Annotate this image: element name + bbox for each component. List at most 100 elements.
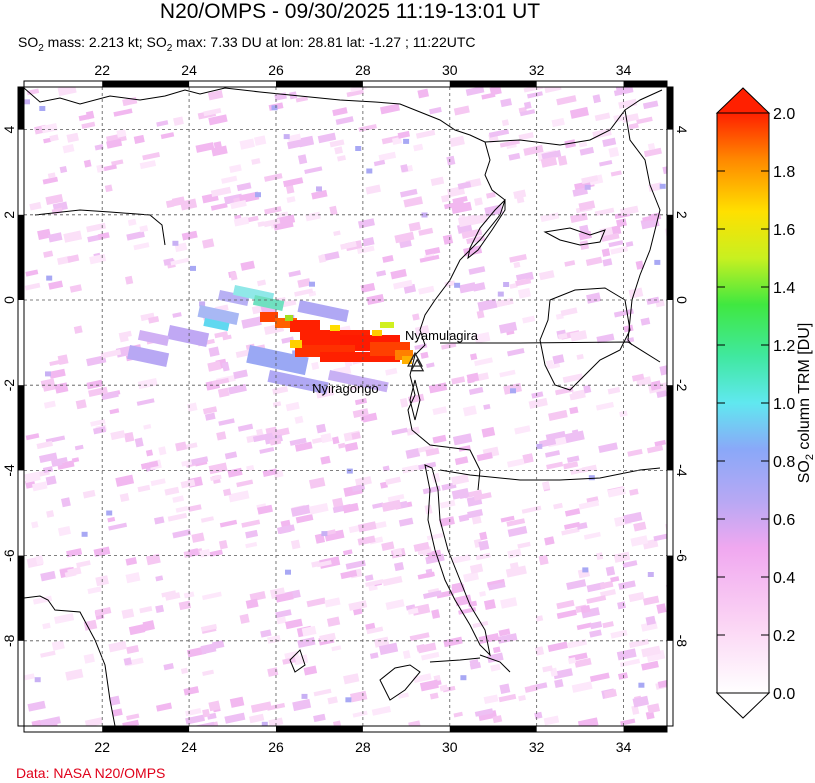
so2-pixel xyxy=(613,308,634,318)
colorbar-tick-label: 1.2 xyxy=(773,338,795,355)
so2-pixel xyxy=(251,158,261,165)
so2-pixel xyxy=(633,521,647,532)
so2-pixel xyxy=(313,713,326,723)
so2-pixel xyxy=(506,347,525,357)
so2-pixel xyxy=(295,514,314,524)
so2-pixel xyxy=(49,368,66,379)
frame-bar xyxy=(18,214,24,300)
so2-pixel xyxy=(208,700,221,712)
so2-pixel xyxy=(524,684,538,693)
so2-pixel xyxy=(210,202,228,211)
so2-pixel xyxy=(394,231,415,244)
so2-pixel xyxy=(631,373,645,382)
so2-pixel xyxy=(458,488,469,500)
so2-pixel xyxy=(257,504,273,515)
so2-pixel xyxy=(469,563,484,574)
so2-pixel xyxy=(414,343,428,350)
so2-pixel xyxy=(481,426,496,438)
so2-pixel xyxy=(126,230,145,241)
so2-pixel xyxy=(261,721,268,726)
so2-pixel xyxy=(536,443,543,449)
frame-bar xyxy=(667,385,673,471)
so2-pixel xyxy=(156,702,173,712)
so2-pixel xyxy=(24,673,35,681)
so2-pixel xyxy=(517,541,531,549)
so2-pixel xyxy=(538,554,549,566)
so2-pixel xyxy=(439,516,455,527)
so2-pixel xyxy=(643,147,662,158)
so2-pixel xyxy=(483,599,496,611)
so2-pixel xyxy=(167,512,188,522)
so2-pixel xyxy=(69,284,82,293)
so2-pixel xyxy=(211,377,230,386)
so2-pixel xyxy=(321,531,328,537)
so2-pixel xyxy=(586,292,602,304)
so2-pixel xyxy=(483,694,499,705)
so2-pixel xyxy=(94,143,104,151)
so2-pixel xyxy=(481,92,496,100)
colorbar-max-arrow xyxy=(715,87,771,114)
so2-pixel xyxy=(343,673,360,685)
so2-pixel xyxy=(106,510,113,516)
so2-pixel xyxy=(586,595,607,604)
so2-pixel xyxy=(150,478,166,487)
so2-pixel xyxy=(563,461,579,470)
so2-pixel xyxy=(376,270,387,277)
so2-pixel xyxy=(647,142,656,151)
so2-pixel xyxy=(623,324,634,333)
so2-pixel xyxy=(538,438,557,448)
so2-pixel xyxy=(385,599,405,611)
so2-pixel xyxy=(355,146,362,151)
so2-pixel xyxy=(628,591,645,603)
lon-tick-label-top: 24 xyxy=(181,62,197,78)
so2-pixel xyxy=(507,458,525,468)
so2-pixel xyxy=(578,500,600,510)
so2-pixel xyxy=(425,447,440,457)
so2-pixel xyxy=(320,455,331,465)
colorbar-tick-label: 0.2 xyxy=(773,628,795,645)
so2-pixel xyxy=(409,632,430,642)
so2-pixel xyxy=(87,586,102,595)
so2-pixel xyxy=(407,607,419,615)
so2-pixel xyxy=(630,535,649,547)
so2-pixel xyxy=(180,479,196,489)
frame-bar xyxy=(18,87,24,130)
lon-tick-label-bottom: 32 xyxy=(529,739,545,755)
colorbar-tick-label: 0.8 xyxy=(773,454,795,471)
so2-pixel xyxy=(32,595,53,605)
so2-pixel xyxy=(344,442,359,452)
so2-pixel xyxy=(408,221,421,232)
so2-pixel xyxy=(75,399,87,410)
so2-pixel xyxy=(145,449,154,457)
colorbar-tick-label: 0.0 xyxy=(773,686,795,703)
colorbar-tick-label: 1.8 xyxy=(773,164,795,181)
so2-pixel xyxy=(136,398,155,406)
so2-pixel xyxy=(514,425,531,435)
so2-pixel xyxy=(255,192,261,198)
so2-pixel xyxy=(268,717,284,726)
so2-pixel xyxy=(241,519,261,528)
so2-pixel xyxy=(488,581,506,591)
so2-pixel xyxy=(499,369,516,378)
so2-pixel xyxy=(642,100,659,110)
so2-pixel xyxy=(618,98,638,109)
so2-pixel xyxy=(27,700,46,712)
so2-pixel xyxy=(81,121,96,129)
so2-pixel xyxy=(357,521,377,533)
so2-pixel xyxy=(41,123,58,134)
so2-pixel xyxy=(535,646,545,656)
so2-pixel xyxy=(283,177,304,188)
so2-pixel xyxy=(589,629,602,638)
so2-pixel xyxy=(207,360,222,372)
so2-pixel xyxy=(246,345,309,376)
so2-pixel xyxy=(451,376,466,385)
so2-pixel xyxy=(46,510,55,518)
frame-bar xyxy=(623,726,667,732)
so2-pixel xyxy=(66,132,79,143)
so2-pixel xyxy=(635,260,644,270)
so2-pixel xyxy=(288,270,301,278)
lon-tick-label-bottom: 22 xyxy=(94,739,110,755)
so2-pixel xyxy=(43,250,54,258)
so2-pixel xyxy=(180,667,189,674)
so2-pixel xyxy=(301,625,317,637)
